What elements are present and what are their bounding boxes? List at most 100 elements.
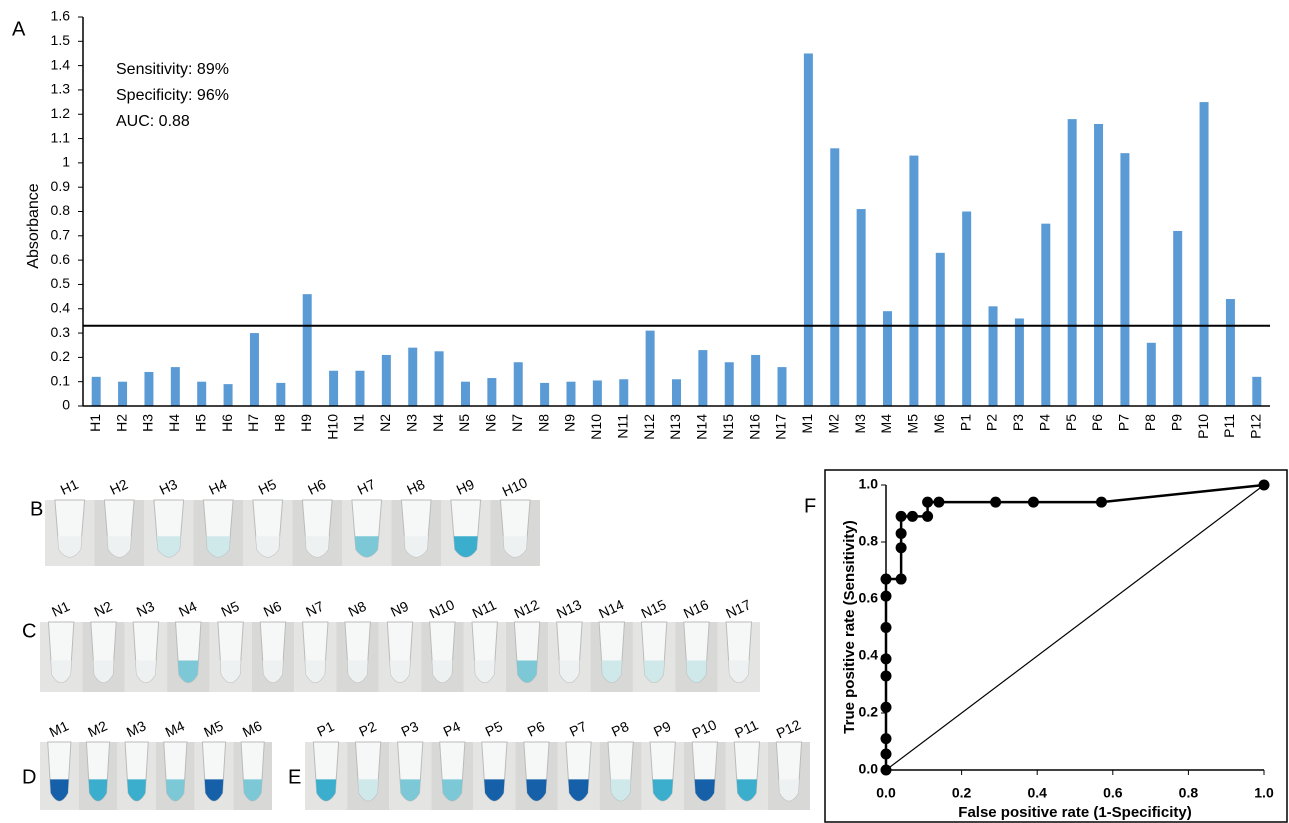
tube-label: N4	[176, 598, 199, 620]
y-tick-label: 0.2	[859, 704, 879, 720]
bar	[540, 383, 549, 406]
x-tick-label: P10	[1195, 414, 1211, 439]
x-tick-label: H4	[166, 414, 182, 432]
bar	[276, 383, 285, 406]
bar	[408, 348, 417, 406]
tube-label: H7	[355, 476, 378, 498]
y-tick-label: 1	[62, 154, 70, 170]
tube-label: N7	[303, 598, 326, 620]
tube-label: M5	[201, 717, 226, 740]
x-tick-label: N12	[641, 414, 657, 440]
x-tick-label: P3	[1010, 414, 1026, 431]
x-tick-label: H8	[272, 414, 288, 432]
panel-letter: B	[30, 498, 43, 520]
tube-label: N8	[346, 598, 369, 620]
roc-point	[1096, 497, 1107, 508]
y-tick-label: 0.3	[51, 324, 71, 340]
x-tick-label: P12	[1248, 414, 1264, 439]
bar	[936, 253, 945, 406]
y-tick-label: 0.1	[51, 372, 71, 388]
tube-label: N2	[91, 598, 114, 620]
tube-label: N13	[554, 596, 584, 621]
x-tick-label: 1.0	[1254, 785, 1274, 801]
x-tick-label: N4	[430, 414, 446, 432]
roc-point	[881, 653, 892, 664]
tube-label: P7	[567, 718, 589, 740]
tube-label: N9	[388, 598, 411, 620]
roc-point	[990, 497, 1001, 508]
x-tick-label: N10	[588, 414, 604, 440]
y-tick-label: 1.2	[51, 105, 71, 121]
roc-frame	[825, 470, 1287, 822]
bar	[1094, 124, 1103, 406]
tube-label: P8	[609, 718, 631, 740]
tube-label: P3	[399, 718, 421, 740]
bar	[1200, 102, 1209, 406]
bar	[355, 371, 364, 406]
panel-letter: D	[22, 766, 36, 788]
roc-point	[896, 528, 907, 539]
y-tick-label: 0.8	[51, 202, 71, 218]
x-tick-label: N2	[377, 414, 393, 432]
x-tick-label: 0.2	[952, 785, 972, 801]
panel-letter: C	[22, 620, 36, 642]
tube-label: N11	[470, 596, 499, 621]
y-tick-label: 0.4	[51, 299, 71, 315]
bar	[197, 382, 206, 406]
annotation: Specificity: 96%	[116, 87, 229, 104]
roc-point	[881, 622, 892, 633]
x-tick-label: P8	[1142, 414, 1158, 431]
tube-label: M4	[163, 717, 188, 740]
x-tick-label: N16	[746, 414, 762, 440]
y-tick-label: 1.3	[51, 81, 71, 97]
x-tick-label: N8	[535, 414, 551, 432]
tube-label: H8	[404, 476, 427, 498]
bar	[487, 378, 496, 406]
bar	[1226, 299, 1235, 406]
y-tick-label: 1.0	[859, 476, 879, 492]
tube-label: H9	[454, 476, 477, 498]
tube-label: P5	[483, 718, 505, 740]
bar	[92, 377, 101, 406]
bar	[435, 351, 444, 406]
y-tick-label: 1.1	[51, 129, 71, 145]
bar	[144, 372, 153, 406]
y-tick-label: 1.6	[51, 8, 71, 24]
bar	[672, 379, 681, 406]
bar	[118, 382, 127, 406]
bar	[751, 355, 760, 406]
roc-point	[881, 574, 892, 585]
tube-label: N15	[639, 596, 669, 621]
tube-label: P10	[690, 716, 720, 741]
tube-label: H10	[500, 474, 530, 499]
x-tick-label: N14	[694, 414, 710, 440]
x-tick-label: H9	[298, 414, 314, 432]
tube-label: H4	[206, 476, 229, 498]
tube-label: M2	[85, 717, 110, 740]
x-tick-label: N5	[456, 414, 472, 432]
x-tick-label: 0.6	[1103, 785, 1123, 801]
tube-label: P12	[774, 716, 804, 741]
tube-label: N14	[596, 596, 626, 621]
y-tick-label: 0.8	[859, 533, 879, 549]
x-tick-label: N13	[667, 414, 683, 440]
bar	[989, 306, 998, 406]
bar	[250, 333, 259, 406]
y-tick-label: 0.7	[51, 227, 71, 243]
bar	[962, 212, 971, 407]
x-tick-label: N6	[483, 414, 499, 432]
page: AAbsorbanceSensitivity: 89%Specificity: …	[0, 0, 1289, 823]
tube-label: P11	[732, 716, 761, 741]
x-tick-label: P4	[1036, 414, 1052, 431]
y-tick-label: 0.6	[859, 590, 879, 606]
panel-letter: A	[12, 18, 26, 40]
y-axis-label: True positive rate (Sensitivity)	[841, 520, 858, 733]
bar	[303, 294, 312, 406]
bar	[382, 355, 391, 406]
tube-label: H3	[157, 476, 180, 498]
roc-point	[881, 702, 892, 713]
annotation: AUC: 0.88	[116, 113, 190, 130]
x-tick-label: P1	[957, 414, 973, 431]
tube-label: P4	[441, 718, 463, 740]
x-tick-label: N11	[614, 414, 630, 439]
